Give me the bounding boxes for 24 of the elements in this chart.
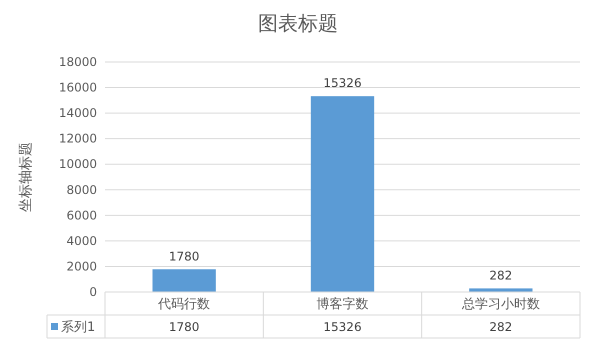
bar — [310, 96, 374, 292]
y-tick-label: 12000 — [58, 132, 97, 146]
y-tick-label: 2000 — [66, 259, 97, 274]
text: 282 — [489, 320, 512, 334]
data-label: 15326 — [323, 76, 362, 90]
y-tick-label: 18000 — [58, 55, 97, 69]
x-tick-label: 代码行数 — [157, 297, 210, 312]
data-label: 1780 — [168, 249, 200, 264]
y-tick-label: 0 — [89, 285, 97, 299]
y-tick-label: 8000 — [66, 182, 97, 197]
text: 1780 — [168, 320, 200, 334]
bar — [152, 269, 216, 292]
chart-title: 图表标题 — [258, 11, 338, 35]
y-tick-label: 16000 — [58, 80, 97, 95]
y-tick-label: 6000 — [66, 208, 97, 222]
y-tick-label: 4000 — [66, 234, 97, 248]
x-tick-label: 总学习小时数 — [460, 297, 540, 312]
y-tick-label: 14000 — [58, 106, 97, 120]
x-tick-label: 博客字数 — [316, 296, 368, 312]
y-axis-title: 坐标轴标题 — [18, 142, 34, 212]
legend-label: 系列1 — [61, 320, 96, 335]
text: 15326 — [323, 320, 362, 334]
data-label: 282 — [489, 268, 512, 282]
y-tick-label: 10000 — [58, 157, 97, 172]
